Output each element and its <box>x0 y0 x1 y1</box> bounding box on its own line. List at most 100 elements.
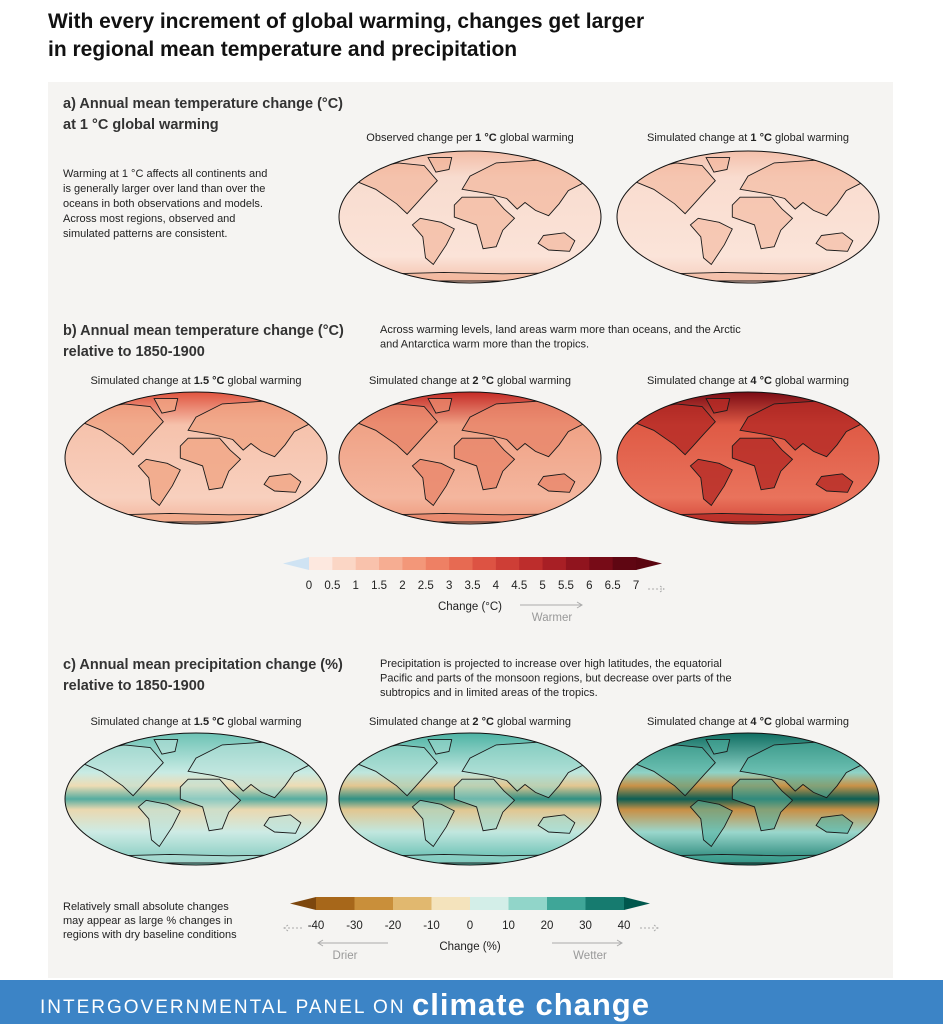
map <box>339 151 601 283</box>
map-land <box>137 458 181 507</box>
map-title-text: global warming <box>497 132 574 144</box>
map-land <box>427 739 453 755</box>
colorbar-tick-label: 30 <box>579 920 592 932</box>
colorbar-tick-label: 10 <box>502 920 515 932</box>
map-land <box>179 437 242 491</box>
map-land <box>353 162 438 215</box>
colorbar-segment <box>402 557 427 570</box>
colorbar-tick-label: 4.5 <box>511 580 527 592</box>
map-land <box>739 159 867 217</box>
colorbar-end <box>290 897 316 910</box>
map-land <box>179 778 242 832</box>
map <box>339 392 601 524</box>
map-land <box>263 473 302 493</box>
map-land <box>137 799 181 848</box>
footer-organization: INTERGOVERNMENTAL PANEL ON <box>40 997 406 1018</box>
colorbar-end <box>624 897 650 910</box>
map-land <box>631 403 716 456</box>
map-land <box>705 157 731 173</box>
map-title-level: 4 °C <box>750 716 772 728</box>
map-land <box>631 744 716 797</box>
colorbar-end <box>283 557 309 570</box>
map-land <box>461 159 589 217</box>
colorbar-label: Change (°C) <box>438 601 502 613</box>
map-land <box>461 400 589 458</box>
map-land <box>353 744 438 797</box>
map-title-level: 2 °C <box>472 375 494 387</box>
colorbar-tick-label: 5 <box>539 580 545 592</box>
map-title-text: Simulated change at <box>647 132 750 144</box>
panel-note: may appear as large % changes in <box>63 915 232 927</box>
colorbar-tick-label: 6.5 <box>605 580 621 592</box>
colorbar-tick-label: -20 <box>385 920 402 932</box>
direction-label: Warmer <box>532 612 573 624</box>
panel-heading: relative to 1850-1900 <box>63 344 205 360</box>
map-land <box>153 398 179 414</box>
colorbar-segment <box>470 897 509 910</box>
map-outline <box>64 391 328 525</box>
map-land <box>461 741 589 799</box>
map-title: Simulated change at 1 °C global warming <box>647 132 849 144</box>
colorbar-segment <box>425 557 450 570</box>
map-outline <box>338 150 602 284</box>
map-outline <box>616 391 880 525</box>
map-land <box>815 232 854 252</box>
panel-heading: b) Annual mean temperature change (°C) <box>63 323 344 339</box>
panel-description: simulated patterns are consistent. <box>63 228 227 240</box>
map <box>65 392 327 524</box>
map-title-text: global warming <box>494 375 571 387</box>
map-title-text: Simulated change at <box>369 716 472 728</box>
colorbar-segment <box>472 557 497 570</box>
map-land <box>739 400 867 458</box>
panel-heading: c) Annual mean precipitation change (%) <box>63 657 343 673</box>
map-land <box>815 473 854 493</box>
map-land <box>427 398 453 414</box>
map-title: Simulated change at 1.5 °C global warmin… <box>90 375 301 387</box>
map-land <box>689 217 733 266</box>
arrow <box>552 939 623 947</box>
colorbar-tick-label: 2 <box>399 580 405 592</box>
map-land <box>453 437 516 491</box>
colorbar-segment <box>309 557 333 570</box>
map-land <box>411 799 455 848</box>
arrow-dotted <box>640 924 659 932</box>
colorbar-tick-label: 20 <box>541 920 554 932</box>
map-title-level: 1.5 °C <box>194 375 225 387</box>
colorbar-tick-label: 1.5 <box>371 580 387 592</box>
colorbar-segment <box>508 897 548 910</box>
map-outline <box>64 732 328 866</box>
map <box>65 733 327 865</box>
colorbar-tick-label: 0 <box>467 920 473 932</box>
map-land <box>537 473 576 493</box>
map-title-text: global warming <box>494 716 571 728</box>
colorbar-segment <box>612 557 637 570</box>
map-outline <box>338 391 602 525</box>
map-outline <box>338 732 602 866</box>
map-title-text: Simulated change at <box>369 375 472 387</box>
footer-bar <box>0 980 943 1024</box>
arrow-dotted <box>283 924 302 932</box>
map-land <box>631 162 716 215</box>
map-land <box>187 741 315 799</box>
colorbar-segment <box>495 557 520 570</box>
colorbar-tick-label: 3.5 <box>465 580 481 592</box>
panel-description: subtropics and in limited areas of the t… <box>380 687 598 699</box>
colorbar-segment <box>354 897 394 910</box>
colorbar-tick-label: 40 <box>618 920 631 932</box>
colorbar-tick-label: 0.5 <box>324 580 340 592</box>
panel-description: Precipitation is projected to increase o… <box>380 658 722 670</box>
map-title: Simulated change at 4 °C global warming <box>647 375 849 387</box>
colorbar-segment <box>589 557 614 570</box>
map-outline <box>616 732 880 866</box>
colorbar-tick-label: 5.5 <box>558 580 574 592</box>
colorbar-end <box>636 557 663 570</box>
map-title-text: Observed change per <box>366 132 475 144</box>
map-title: Simulated change at 1.5 °C global warmin… <box>90 716 301 728</box>
map-land <box>79 403 164 456</box>
arrow-dotted <box>648 585 665 593</box>
map-title-text: Simulated change at <box>647 375 750 387</box>
map-land <box>353 403 438 456</box>
map-title-text: global warming <box>225 716 302 728</box>
map-land <box>731 778 794 832</box>
arrow <box>520 601 583 609</box>
